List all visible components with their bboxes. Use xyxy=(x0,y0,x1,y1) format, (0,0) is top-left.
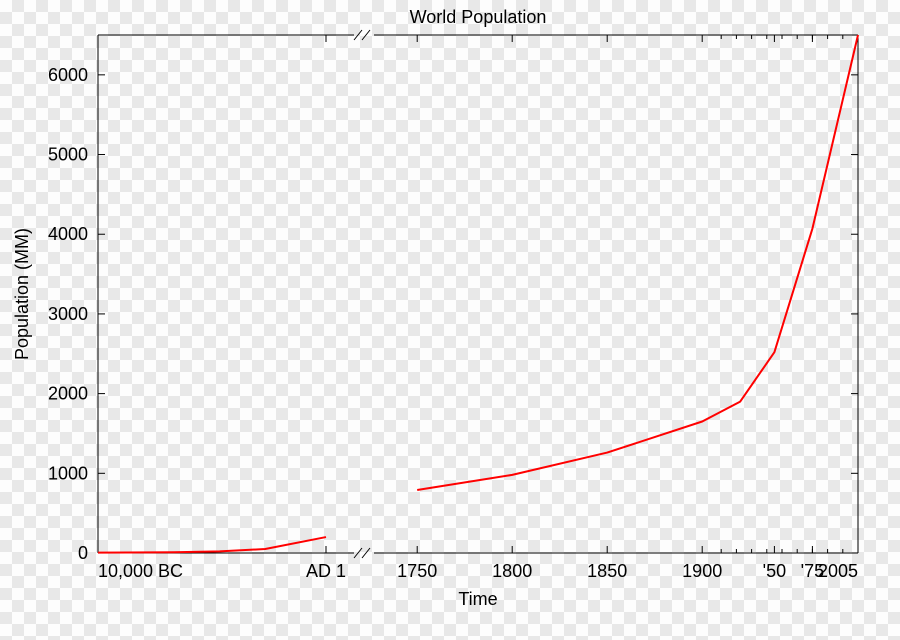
x-tick-label: AD 1 xyxy=(306,561,346,581)
x-tick-label: 1750 xyxy=(397,561,437,581)
x-tick-label: 1850 xyxy=(587,561,627,581)
x-axis-label: Time xyxy=(458,589,497,609)
x-tick-label: '50 xyxy=(763,561,786,581)
x-tick-label: 10,000 BC xyxy=(98,561,183,581)
y-tick-label: 3000 xyxy=(48,304,88,324)
y-tick-label: 6000 xyxy=(48,65,88,85)
series-ancient xyxy=(98,537,326,553)
x-tick-label: 1800 xyxy=(492,561,532,581)
chart-title: World Population xyxy=(410,7,547,27)
x-tick-label: 2005 xyxy=(818,561,858,581)
y-tick-label: 1000 xyxy=(48,463,88,483)
y-tick-label: 0 xyxy=(78,543,88,563)
y-tick-label: 4000 xyxy=(48,224,88,244)
series-modern xyxy=(417,35,858,490)
y-tick-label: 2000 xyxy=(48,384,88,404)
x-tick-label: 1900 xyxy=(682,561,722,581)
y-axis-label: Population (MM) xyxy=(12,228,32,360)
population-chart: 0 1000 2000 3000 4000 5000 6000 10,000 BC AD 1 17… xyxy=(0,0,900,640)
y-tick-label: 5000 xyxy=(48,145,88,165)
